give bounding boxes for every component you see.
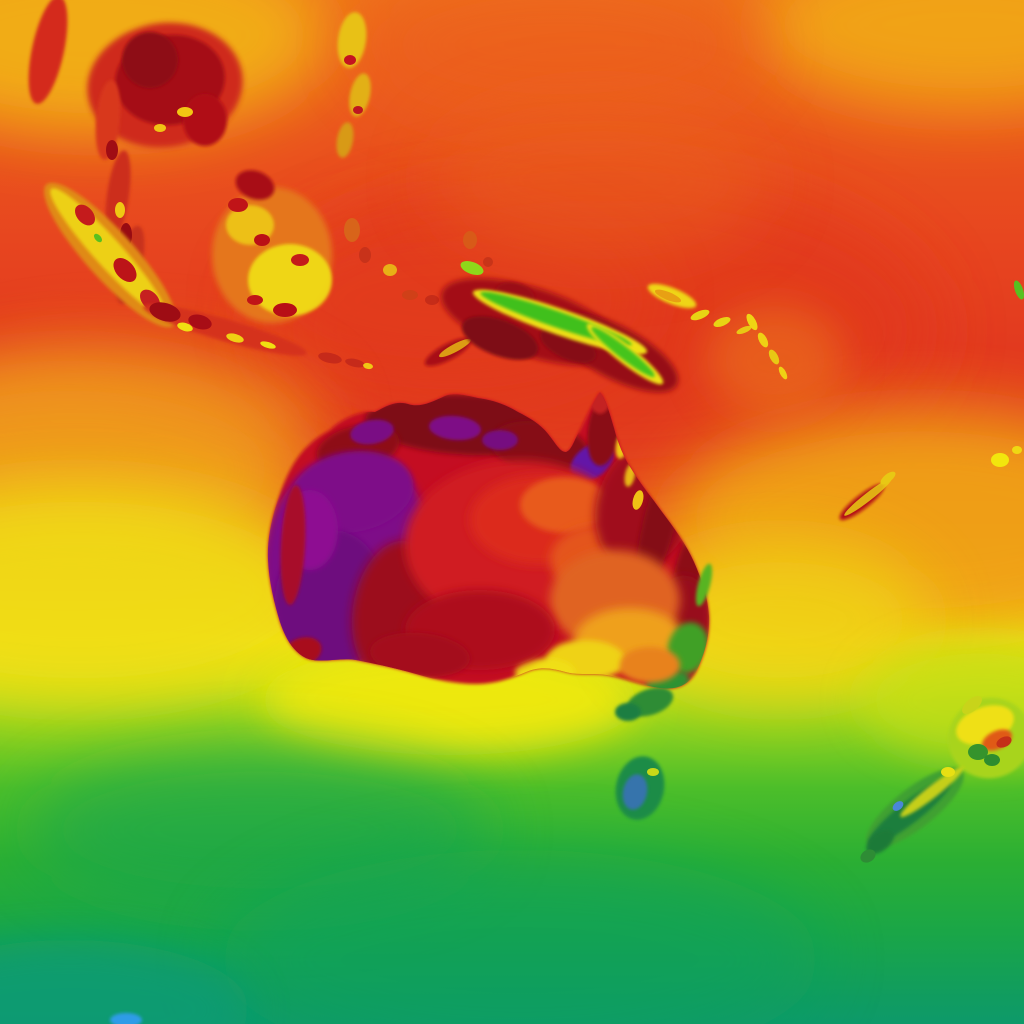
lesser-sunda-yellow — [363, 362, 373, 370]
vanuatu-island-dash-2 — [757, 332, 769, 348]
right-edge-green-dash — [1013, 280, 1024, 300]
philippines-streak-2 — [349, 73, 371, 117]
malay-dark-spot — [106, 140, 118, 160]
nz-south-cold-spot — [892, 801, 904, 811]
nz-south-dark-tip — [866, 829, 894, 855]
lesser-sunda-dash-2 — [345, 358, 365, 368]
borneo-yellow-lowland — [248, 244, 332, 316]
sumatra-red-patch-2 — [113, 257, 137, 283]
aus-north-purple-patch-2 — [429, 415, 481, 441]
indochina-yellow-speck-2 — [154, 124, 166, 132]
java-yellow-dash-2 — [226, 333, 244, 343]
halmahera-speck-2 — [483, 257, 493, 267]
nz-north-green-spot-2 — [984, 754, 1000, 766]
java-dark-patch-2 — [188, 314, 212, 330]
australia-interior-detail — [267, 392, 710, 689]
borneo-red-speck-5 — [247, 295, 263, 305]
vic-coast-amber — [620, 647, 680, 683]
vanuatu-island-dash-4 — [778, 366, 788, 380]
nz-south-yellow-dot — [941, 767, 955, 777]
glow-teal-swirl-south — [220, 850, 820, 1024]
tasmania-cold-core — [622, 774, 648, 810]
indochina-yellow-speck — [177, 107, 193, 117]
borneo-red-speck-3 — [291, 254, 309, 266]
vanuatu-island-dash — [746, 313, 758, 331]
malay-peninsula-north — [95, 80, 121, 160]
newguinea-dark-patch — [461, 316, 539, 360]
moluccas-speck-2 — [402, 290, 418, 300]
solomon-island-dash — [690, 309, 710, 321]
sulawesi-arm-2 — [359, 247, 371, 263]
newguinea-green-speck-west — [460, 261, 484, 275]
victoria-alps-dark — [615, 703, 641, 721]
moluccas-speck-3 — [425, 295, 439, 305]
new-britain-core — [654, 289, 682, 303]
fiji-island-dot-2 — [1012, 446, 1022, 454]
philippines-streak — [337, 12, 367, 68]
philippines-streak-3 — [336, 122, 354, 158]
timor-yellow-edge — [438, 338, 472, 358]
outback-orange-patch — [520, 477, 610, 533]
qld-coast-yellow-dash — [632, 490, 644, 510]
lesser-sunda-dash — [318, 352, 342, 364]
halmahera-speck — [463, 231, 477, 249]
nz-north-hot-spot — [996, 736, 1012, 748]
malay-yellow-speck — [115, 202, 125, 218]
philippines-red-speck-2 — [353, 106, 363, 114]
java-yellow-dash-3 — [260, 341, 276, 349]
tasmania-yellow-speck — [647, 768, 659, 776]
vanuatu-island-dash-3 — [768, 349, 780, 365]
glow-west-yellow — [0, 480, 330, 700]
west-coast-red-fringe — [280, 485, 306, 605]
malay-peninsula-mid — [105, 150, 131, 240]
philippines-red-speck — [344, 55, 356, 65]
glow-bottomleft-teal — [0, 940, 250, 1024]
borneo-dark-north — [235, 170, 275, 200]
indochina-dark-spot — [122, 32, 178, 88]
solomon-island-dash-3 — [736, 325, 752, 335]
newguinea-green-spine-2 — [591, 326, 655, 378]
glow-bismarck-orange — [430, 100, 770, 260]
mekong-delta-spot — [183, 94, 227, 146]
bottom-edge-cold-dash — [110, 1013, 142, 1024]
java-yellow-dash — [177, 322, 193, 332]
aus-north-purple-patch — [350, 419, 394, 445]
nz-northland-dash — [962, 696, 982, 714]
newguinea-dark-patch-2 — [540, 327, 596, 363]
sumatra-green-speck — [93, 233, 103, 243]
glow-bight-yellow — [260, 645, 640, 755]
nz-south-yellow-edge — [900, 766, 964, 818]
borneo-red-speck-4 — [273, 303, 297, 317]
aus-north-purple-patch-3 — [482, 430, 518, 450]
borneo-red-speck-2 — [254, 234, 270, 246]
loyalty-island-dash — [880, 471, 896, 485]
new-caledonia-yellow-edge — [844, 478, 892, 516]
south-crimson-belt-2 — [370, 632, 470, 678]
borneo-red-speck — [228, 198, 248, 212]
moluccas-speck — [383, 264, 397, 276]
sulawesi-arm — [344, 218, 360, 242]
solomon-island-dash-2 — [713, 316, 731, 328]
qld-coast-green-dash — [695, 563, 713, 607]
glow-top-center-orange — [360, 0, 760, 125]
myanmar-coast — [28, 0, 68, 104]
sumatra-red-patch — [75, 204, 95, 226]
fiji-island-dot — [991, 453, 1009, 467]
stewart-island — [860, 849, 876, 863]
nz-north-green-spot — [968, 744, 988, 760]
java-dark-patch — [149, 302, 181, 322]
glow-topright-gold — [755, 0, 1024, 110]
